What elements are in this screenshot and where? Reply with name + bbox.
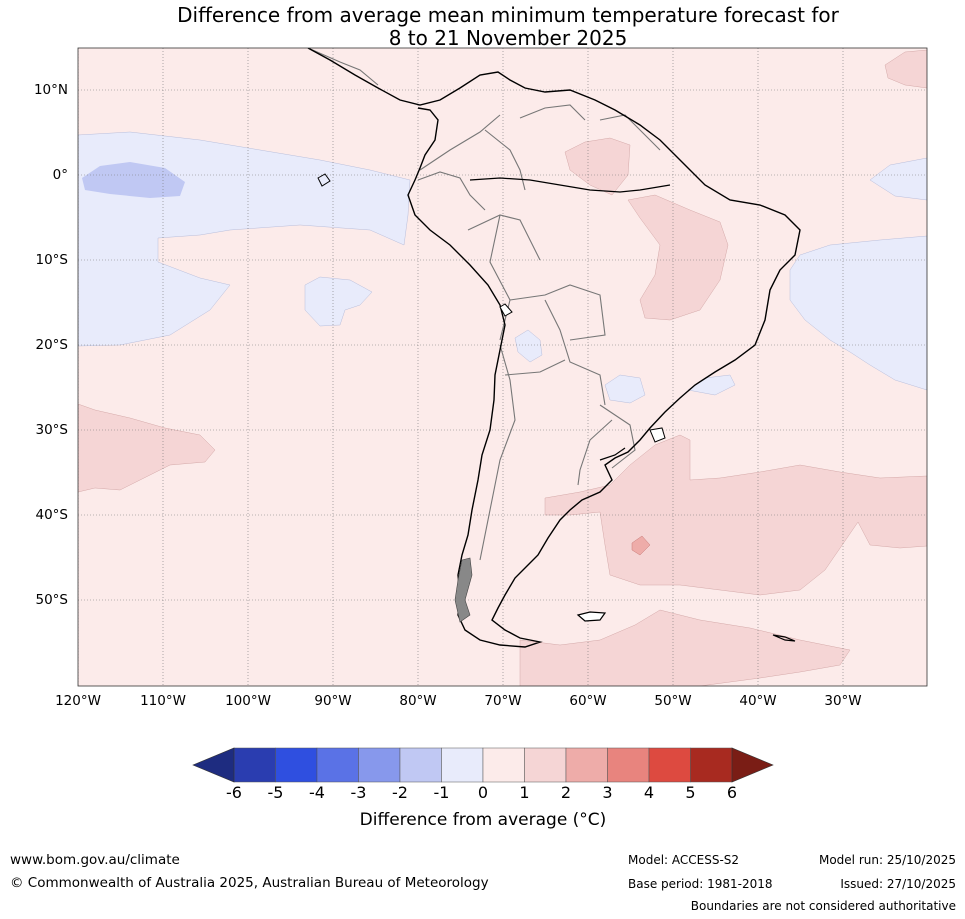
map-title: Difference from average mean minimum tem… [78, 4, 938, 50]
lon-label-110w: 110°W [140, 693, 186, 709]
lon-label-60w: 60°W [569, 693, 607, 709]
south-georgia [772, 634, 796, 642]
south-america-coastline [307, 48, 801, 648]
footer-base-period: Base period: 1981-2018 [628, 877, 773, 891]
colorbar-tick-label: 1 [519, 783, 530, 802]
warm-core-south-atlantic [631, 535, 651, 556]
lon-label-120w: 120°W [55, 693, 101, 709]
lat-label-20s: 20°S [35, 337, 69, 353]
footer-model: Model: ACCESS-S2 [628, 853, 740, 867]
colorbar-segment [690, 747, 733, 783]
lon-label-80w: 80°W [399, 693, 437, 709]
amazon-river [469, 177, 671, 193]
colorbar-segment [648, 747, 691, 783]
colorbar-segment [607, 747, 650, 783]
colorbar-segment [275, 747, 318, 783]
colorbar-segment [482, 747, 525, 783]
colorbar-tick-label: 6 [726, 783, 738, 802]
lat-label-50s: 50°S [35, 592, 69, 608]
lon-label-90w: 90°W [314, 693, 352, 709]
footer-disclaimer: Boundaries are not considered authoritat… [690, 899, 956, 913]
lon-label-30w: 30°W [824, 693, 862, 709]
colorbar-segment [233, 747, 276, 783]
colorbar-tick-label: -5 [267, 783, 284, 802]
lon-label-50w: 50°W [654, 693, 692, 709]
colorbar-tick-label: -1 [433, 783, 450, 802]
lat-label-40s: 40°S [35, 507, 69, 523]
lon-label-100w: 100°W [225, 693, 271, 709]
colorbar-tick-label: -2 [392, 783, 408, 802]
colorbar-segment [441, 747, 484, 783]
footer-copyright: © Commonwealth of Australia 2025, Austra… [10, 875, 489, 891]
lake-titicaca [499, 303, 513, 317]
colorbar-tick-label: 2 [560, 783, 572, 802]
lake-mirim [649, 427, 666, 443]
cool-patch-pacific-small [304, 276, 373, 327]
cool-patch-paraguay [604, 374, 646, 404]
map-svg [77, 47, 928, 687]
title-line-1: Difference from average mean minimum tem… [177, 3, 839, 27]
colorbar-label: Difference from average (°C) [359, 810, 607, 830]
cool-core-east-pacific [82, 162, 185, 198]
warm-patch-northeast [884, 49, 927, 89]
falkland-islands [576, 611, 607, 622]
colorbar [192, 747, 774, 783]
cool-patch-equatorial-atlantic [869, 157, 927, 201]
galapagos [317, 173, 331, 187]
country-borders [307, 48, 661, 561]
colorbar-segment [316, 747, 359, 783]
footer-model-run: Model run: 25/10/2025 [818, 853, 956, 867]
colorbar-tick-label: 5 [685, 783, 696, 802]
warm-region-southeast-pacific [78, 403, 216, 493]
graticule [78, 48, 927, 686]
lat-label-10s: 10°S [35, 252, 69, 268]
cool-region-south-atlantic [789, 235, 927, 391]
rio-de-la-plata [599, 447, 626, 461]
colorbar-tick-label: -6 [226, 783, 242, 802]
lat-label-10n: 10°N [33, 82, 68, 98]
colorbar-tick-label: 0 [477, 783, 489, 802]
title-line-2: 8 to 21 November 2025 [388, 26, 628, 50]
colorbar-tick-label: -3 [350, 783, 367, 802]
lon-label-40w: 40°W [739, 693, 777, 709]
lon-label-70w: 70°W [484, 693, 522, 709]
colorbar-segment [399, 747, 442, 783]
colorbar-tick-label: -4 [309, 783, 325, 802]
colorbar-low-arrow [192, 747, 235, 783]
cool-patch-bolivia [514, 329, 543, 363]
colorbar-high-arrow [731, 747, 774, 783]
warm-region-central-brazil [627, 194, 729, 321]
warm-region-drake-passage [519, 609, 851, 686]
colorbar-segment [524, 747, 567, 783]
lat-label-0: 0° [52, 167, 68, 183]
lat-label-30s: 30°S [35, 422, 69, 438]
colorbar-tick-label: 4 [643, 783, 655, 802]
colorbar-segment [358, 747, 401, 783]
footer-website[interactable]: www.bom.gov.au/climate [10, 852, 180, 868]
chile-archipelago [454, 557, 473, 623]
colorbar-tick-label: 3 [602, 783, 613, 802]
footer-issued: Issued: 27/10/2025 [840, 877, 956, 891]
colorbar-segment [565, 747, 608, 783]
map-frame [77, 47, 928, 687]
